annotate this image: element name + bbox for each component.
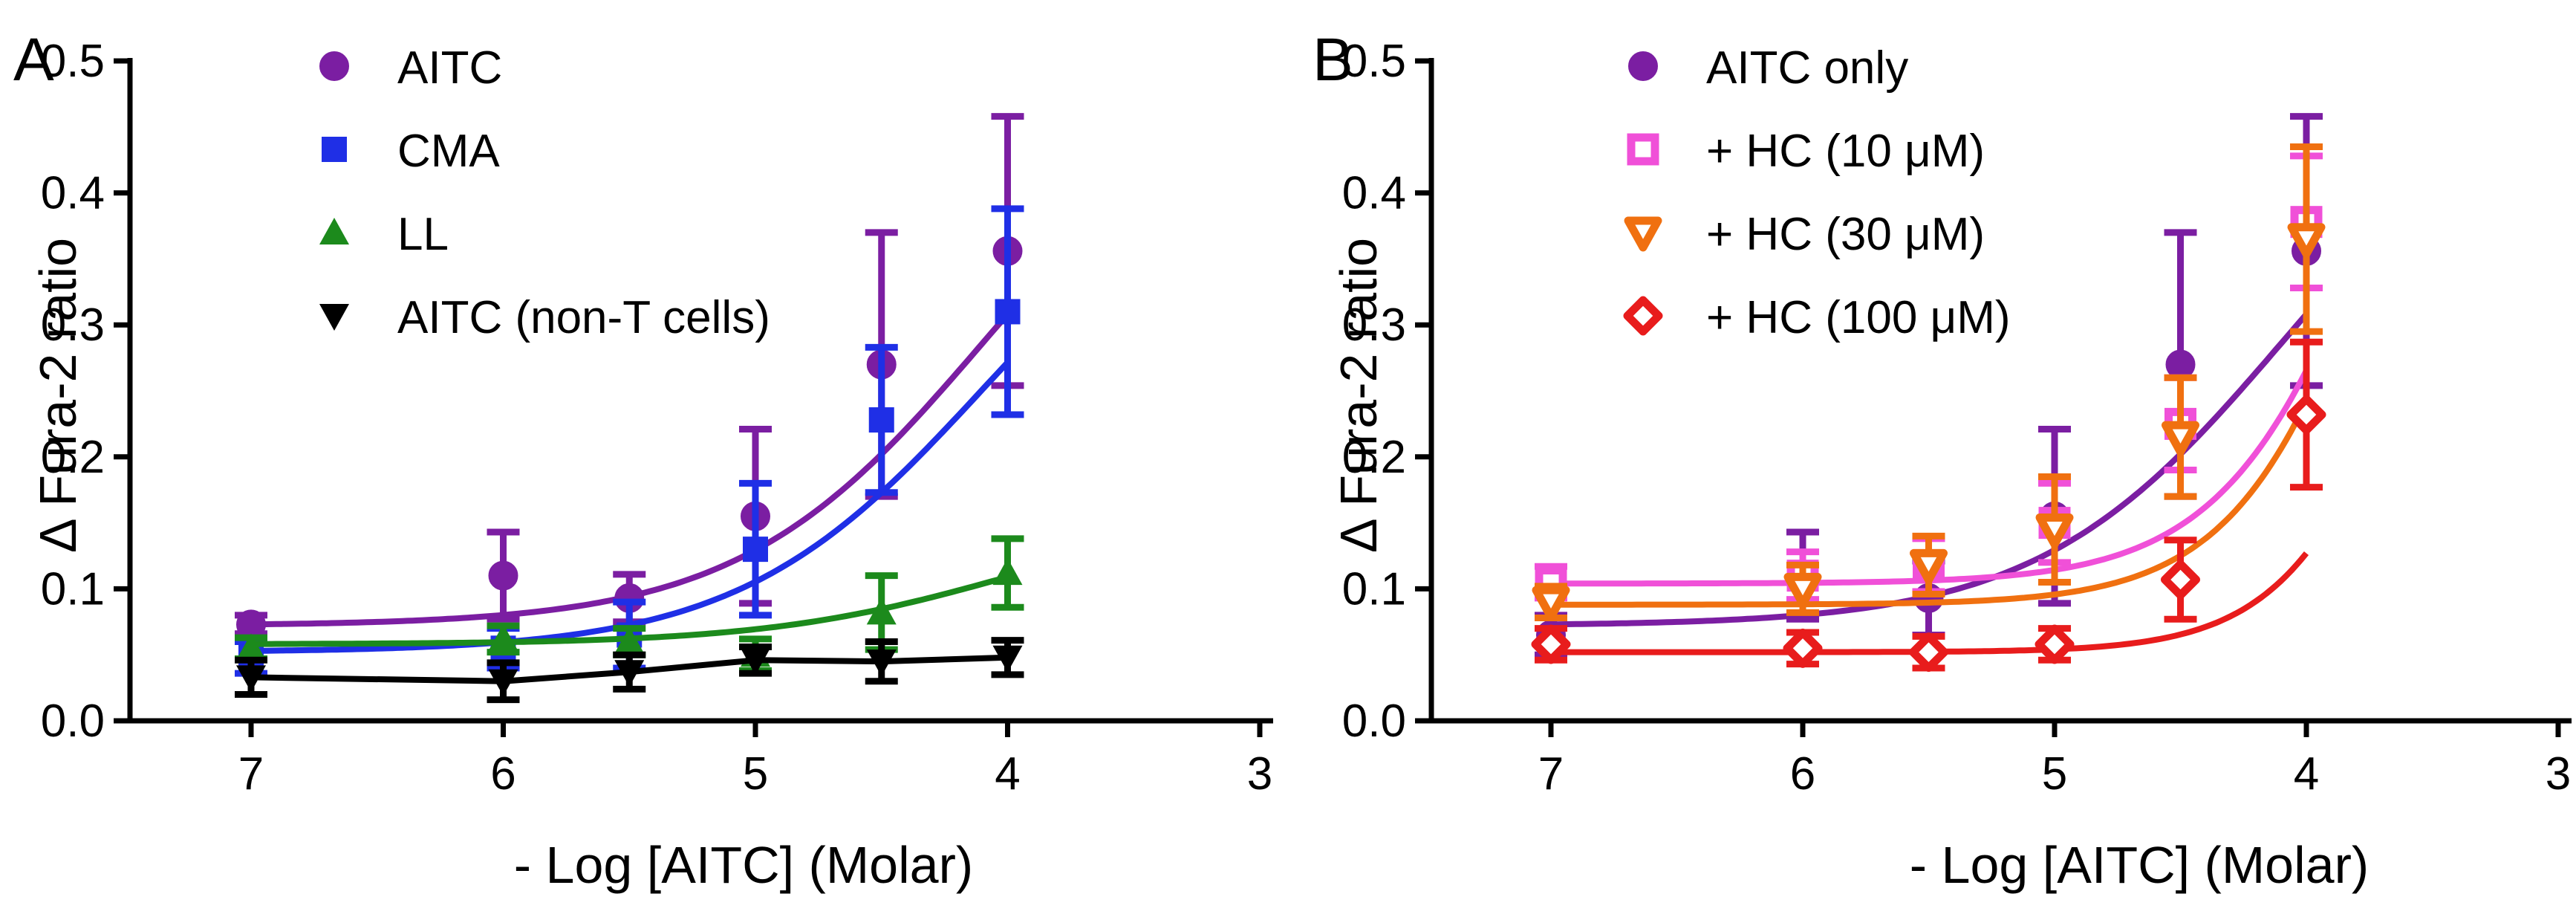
panel-b-legend-label: + HC (30 μM) xyxy=(1706,209,1985,260)
panel-a-legend-marker xyxy=(322,137,347,162)
panel-b-data-point xyxy=(1532,586,1570,621)
panel-b-series xyxy=(1531,113,2326,673)
panel-b-legend-marker xyxy=(1624,216,1662,252)
panel-a-x-tick-label: 6 xyxy=(490,748,515,800)
panel-a-y-tick-label: 0.2 xyxy=(41,432,105,483)
panel-b-y-tick-label: 0.3 xyxy=(1342,299,1406,351)
panel-a-y-tick-label: 0.0 xyxy=(41,696,105,747)
panel-b-legend-label: + HC (10 μM) xyxy=(1706,126,1985,177)
panel-a-data-point xyxy=(866,649,897,677)
panel-a-axes xyxy=(127,58,1273,724)
panel-a-y-tick-label: 0.5 xyxy=(41,36,105,87)
panel-b-legend-marker xyxy=(1628,51,1658,81)
panel-a-y-tick-label: 0.4 xyxy=(41,168,105,219)
panel-a-y-axis-title: Δ Fura-2 ratio xyxy=(29,238,87,553)
panel-b-data-point xyxy=(1910,548,1948,584)
panel-a-x-axis-title: - Log [AITC] (Molar) xyxy=(514,836,973,894)
panel-a-data-point xyxy=(488,669,518,696)
panel-b-data-point xyxy=(1783,572,1822,608)
panel-b-x-axis-title: - Log [AITC] (Molar) xyxy=(1910,836,2369,894)
panel-a-data-point xyxy=(866,597,897,625)
panel-a-series-0 xyxy=(235,113,1024,640)
panel-b-data-point xyxy=(2035,513,2074,548)
panel-b-x-tick-label: 4 xyxy=(2294,748,2319,800)
panel-a-legend-marker xyxy=(319,304,349,331)
panel-a-x-tick-label: 4 xyxy=(995,748,1020,800)
panel-b-data-point xyxy=(1531,624,1571,664)
panel-b-x-tick-label: 3 xyxy=(2546,748,2571,800)
panel-a-data-point xyxy=(614,660,645,687)
panel-a-data-point xyxy=(236,633,266,661)
panel-b-x-tick-label: 7 xyxy=(1538,748,1564,800)
panel-a-data-point xyxy=(995,299,1021,325)
panel-a-y-tick-label: 0.1 xyxy=(41,563,105,615)
panel-a-data-point xyxy=(741,648,770,675)
panel-b-x-tick-label: 5 xyxy=(2042,748,2067,800)
panel-b-series-3 xyxy=(1531,338,2326,673)
panel-a: A Δ Fura-2 ratio - Log [AITC] (Molar) 0.… xyxy=(13,26,1273,894)
panel-b-legend-marker xyxy=(1623,296,1663,336)
panel-b-data-point xyxy=(2161,560,2200,600)
panel-a-legend-label: AITC (non-T cells) xyxy=(397,292,770,343)
panel-b-data-point xyxy=(2162,421,2199,456)
panel-a-series xyxy=(235,113,1024,704)
panel-a-data-point xyxy=(488,560,518,591)
panel-a-legend: AITC CMA LL AITC (non-T cells) xyxy=(319,42,770,343)
panel-b-data-point xyxy=(2286,395,2326,435)
panel-b-data-point xyxy=(2287,223,2326,259)
panel-b-y-tick-label: 0.1 xyxy=(1342,563,1406,615)
panel-a-x-tick-label: 5 xyxy=(743,748,768,800)
panel-a-x-tick-label: 3 xyxy=(1247,748,1272,800)
panel-b-ticks: 0.0 0.1 0.2 0.3 0.4 0.5 7 6 5 4 3 xyxy=(1342,36,2571,800)
panel-a-legend-marker xyxy=(319,218,349,244)
panel-a-data-point xyxy=(743,537,768,563)
panel-b-legend: AITC only + HC (10 μM) + HC (30 μM) + HC (1… xyxy=(1623,42,2011,343)
panel-a-fit-line-3 xyxy=(250,654,1008,684)
panel-a-data-point xyxy=(236,665,266,693)
panel-b-y-tick-label: 0.5 xyxy=(1342,36,1406,87)
panel-a-x-tick-label: 7 xyxy=(238,748,264,800)
panel-b-data-point xyxy=(2035,624,2075,664)
panel-a-label: A xyxy=(13,26,54,94)
panel-b-y-tick-label: 0.2 xyxy=(1342,432,1406,483)
panel-a-data-point xyxy=(992,645,1023,673)
panel-b-data-point xyxy=(1909,632,1948,673)
panel-a-data-point xyxy=(488,623,518,651)
panel-b-y-tick-label: 0.4 xyxy=(1342,168,1406,219)
panel-a-data-point xyxy=(614,626,645,654)
panel-a-data-point xyxy=(868,407,894,433)
panel-b-label: B xyxy=(1313,26,1353,94)
panel-a-legend-label: LL xyxy=(397,209,449,260)
panel-b-legend-label: + HC (100 μM) xyxy=(1706,292,2011,343)
panel-b-y-tick-label: 0.0 xyxy=(1342,696,1406,747)
panel-b: B Δ Fura-2 ratio - Log [AITC] (Molar) 0.… xyxy=(1313,26,2572,894)
panel-b-axes xyxy=(1428,58,2572,724)
panel-b-series-2 xyxy=(1532,143,2326,621)
panel-b-legend-marker xyxy=(1627,133,1659,166)
panel-a-legend-label: AITC xyxy=(397,42,502,94)
panel-a-ticks: 0.0 0.1 0.2 0.3 0.4 0.5 7 6 5 4 3 xyxy=(41,36,1272,800)
panel-a-legend-marker xyxy=(319,51,349,81)
panel-b-data-point xyxy=(1783,628,1823,668)
panel-b-legend-label: AITC only xyxy=(1706,42,1908,94)
panel-a-y-tick-label: 0.3 xyxy=(41,299,105,351)
panel-b-y-axis-title: Δ Fura-2 ratio xyxy=(1330,238,1388,553)
panel-a-series-3 xyxy=(235,637,1024,704)
panel-b-x-tick-label: 6 xyxy=(1790,748,1815,800)
panel-a-data-point xyxy=(992,558,1023,586)
panel-a-legend-label: CMA xyxy=(397,126,500,177)
